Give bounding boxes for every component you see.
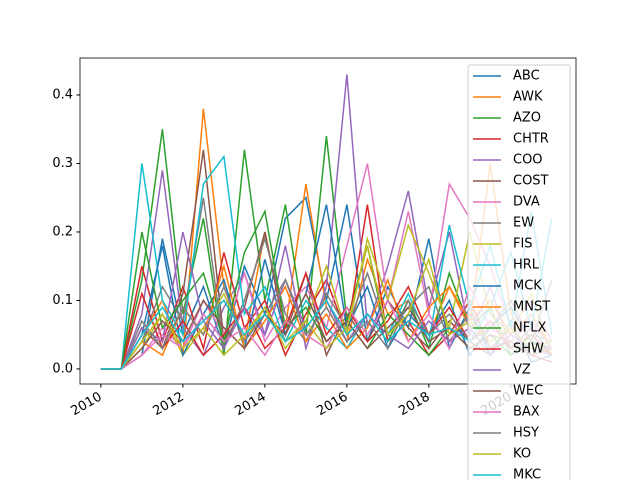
plot-frame bbox=[79, 57, 577, 385]
y-tick-label: 0.4 bbox=[52, 87, 73, 102]
legend-label: AZO bbox=[513, 111, 541, 126]
legend-label: ABC bbox=[513, 69, 540, 84]
y-tick-label: 0.2 bbox=[52, 224, 73, 239]
legend-label: COO bbox=[513, 153, 543, 168]
legend-label: SHW bbox=[513, 342, 544, 357]
legend-label: EW bbox=[513, 216, 534, 231]
legend-label: BAX bbox=[513, 405, 540, 420]
x-tick-label: 2018 bbox=[396, 390, 432, 420]
legend-label: FIS bbox=[513, 237, 533, 252]
legend-label: MCK bbox=[513, 279, 542, 294]
legend-label: COST bbox=[513, 174, 549, 189]
legend-label: WEC bbox=[513, 384, 543, 399]
y-tick-label: 0.3 bbox=[52, 156, 73, 171]
x-tick-label: 2012 bbox=[150, 390, 186, 420]
legend-label: HSY bbox=[513, 426, 539, 441]
legend-label: MKC bbox=[513, 468, 541, 480]
legend-label: MNST bbox=[513, 300, 550, 315]
legend-label: KO bbox=[513, 447, 531, 462]
y-tick-label: 0.0 bbox=[52, 361, 73, 376]
legend-label: AWK bbox=[513, 90, 543, 105]
legend-label: VZ bbox=[513, 363, 531, 378]
x-tick-label: 2016 bbox=[314, 390, 350, 420]
legend-label: HRL bbox=[513, 258, 540, 273]
legend-label: CHTR bbox=[513, 132, 549, 147]
legend-box bbox=[467, 64, 571, 480]
x-tick-label: 2014 bbox=[232, 390, 268, 420]
legend-label: DVA bbox=[513, 195, 540, 210]
x-tick-label: 2010 bbox=[68, 390, 104, 420]
y-tick-label: 0.1 bbox=[52, 293, 73, 308]
legend-label: NFLX bbox=[513, 321, 546, 336]
